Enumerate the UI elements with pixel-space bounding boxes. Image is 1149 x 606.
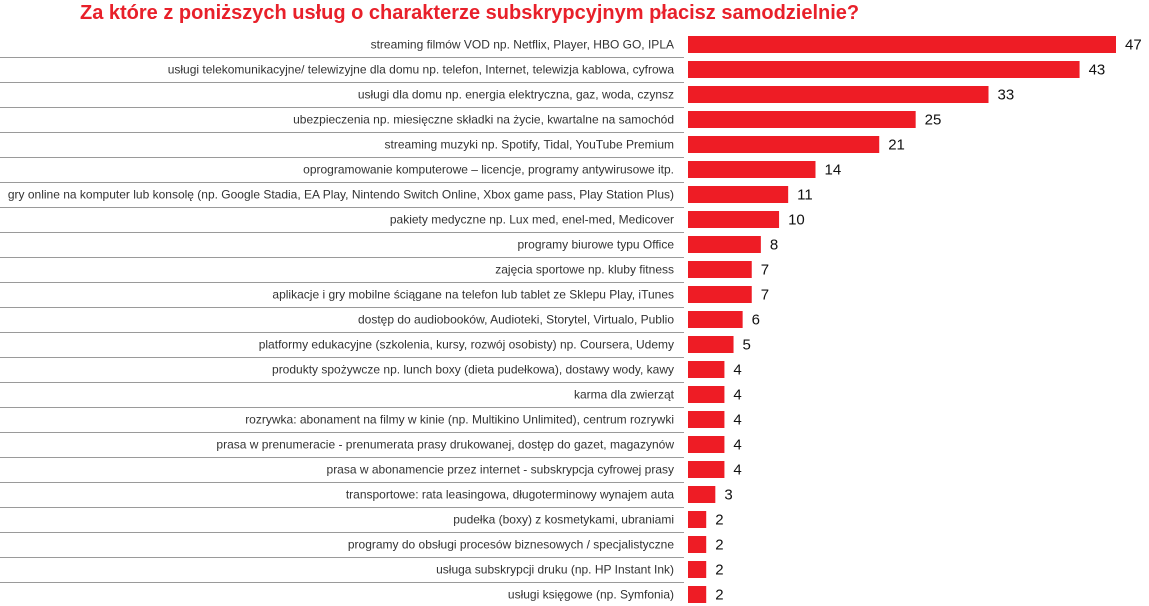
bar <box>688 61 1080 78</box>
value-label: 7 <box>761 262 769 279</box>
value-label: 3 <box>724 487 732 504</box>
category-label: pakiety medyczne np. Lux med, enel-med, … <box>390 213 674 227</box>
category-label: usługa subskrypcji druku (np. HP Instant… <box>436 563 674 577</box>
bar <box>688 586 707 603</box>
bar <box>688 536 707 553</box>
bars <box>688 36 1116 603</box>
category-label: dostęp do audiobooków, Audioteki, Storyt… <box>358 313 674 327</box>
row-separators <box>0 57 684 583</box>
category-label: transportowe: rata leasingowa, długoterm… <box>346 488 674 502</box>
category-label: oprogramowanie komputerowe – licencje, p… <box>303 163 674 177</box>
bar <box>688 111 916 128</box>
value-label: 14 <box>824 162 841 179</box>
value-label: 2 <box>715 537 723 554</box>
bar <box>688 236 761 253</box>
category-label: prasa w prenumeracie - prenumerata prasy… <box>216 438 674 452</box>
value-label: 47 <box>1125 37 1142 54</box>
value-label: 4 <box>733 437 741 454</box>
value-label: 2 <box>715 512 723 529</box>
category-label: produkty spożywcze np. lunch boxy (dieta… <box>272 363 674 377</box>
value-label: 4 <box>733 387 741 404</box>
category-label: karma dla zwierząt <box>574 388 675 402</box>
value-label: 11 <box>797 187 813 204</box>
value-label: 4 <box>733 362 741 379</box>
category-labels: streaming filmów VOD np. Netflix, Player… <box>8 38 675 602</box>
category-label: rozrywka: abonament na filmy w kinie (np… <box>245 413 674 427</box>
bar <box>688 36 1116 53</box>
bar <box>688 561 707 578</box>
category-label: platformy edukacyjne (szkolenia, kursy, … <box>259 338 674 352</box>
value-label: 5 <box>743 337 751 354</box>
category-label: zajęcia sportowe np. kluby fitness <box>495 263 674 277</box>
bar <box>688 261 752 278</box>
value-label: 25 <box>925 112 942 129</box>
category-label: programy do obsługi procesów biznesowych… <box>348 538 674 552</box>
value-label: 6 <box>752 312 760 329</box>
bar <box>688 461 725 478</box>
category-label: prasa w abonamencie przez internet - sub… <box>327 463 674 477</box>
bar <box>688 361 725 378</box>
bar <box>688 336 734 353</box>
category-label: usługi dla domu np. energia elektryczna,… <box>358 88 674 102</box>
category-label: streaming muzyki np. Spotify, Tidal, You… <box>385 138 674 152</box>
bar <box>688 211 780 228</box>
bar <box>688 86 989 103</box>
category-label: gry online na komputer lub konsolę (np. … <box>8 188 674 202</box>
value-label: 2 <box>715 562 723 579</box>
bar <box>688 486 716 503</box>
value-label: 2 <box>715 587 723 604</box>
bar <box>688 511 707 528</box>
value-label: 10 <box>788 212 805 229</box>
value-label: 43 <box>1089 62 1106 79</box>
value-label: 33 <box>998 87 1015 104</box>
chart-title: Za które z poniższych usług o charakterz… <box>80 2 860 24</box>
category-label: usługi telekomunikacyjne/ telewizyjne dl… <box>168 63 675 77</box>
value-label: 21 <box>888 137 905 154</box>
category-label: programy biurowe typu Office <box>517 238 674 252</box>
value-label: 4 <box>733 412 741 429</box>
category-label: aplikacje i gry mobilne ściągane na tele… <box>272 288 674 302</box>
bar <box>688 161 816 178</box>
bar <box>688 436 725 453</box>
category-label: ubezpieczenia np. miesięczne składki na … <box>293 113 674 127</box>
category-label: streaming filmów VOD np. Netflix, Player… <box>371 38 674 52</box>
bar <box>688 186 789 203</box>
bar <box>688 411 725 428</box>
category-label: usługi księgowe (np. Symfonia) <box>508 588 674 602</box>
category-label: pudełka (boxy) z kosmetykami, ubraniami <box>453 513 674 527</box>
value-label: 4 <box>733 462 741 479</box>
bar <box>688 136 880 153</box>
bar <box>688 311 743 328</box>
bar <box>688 286 752 303</box>
value-label: 8 <box>770 237 778 254</box>
value-label: 7 <box>761 287 769 304</box>
bar <box>688 386 725 403</box>
